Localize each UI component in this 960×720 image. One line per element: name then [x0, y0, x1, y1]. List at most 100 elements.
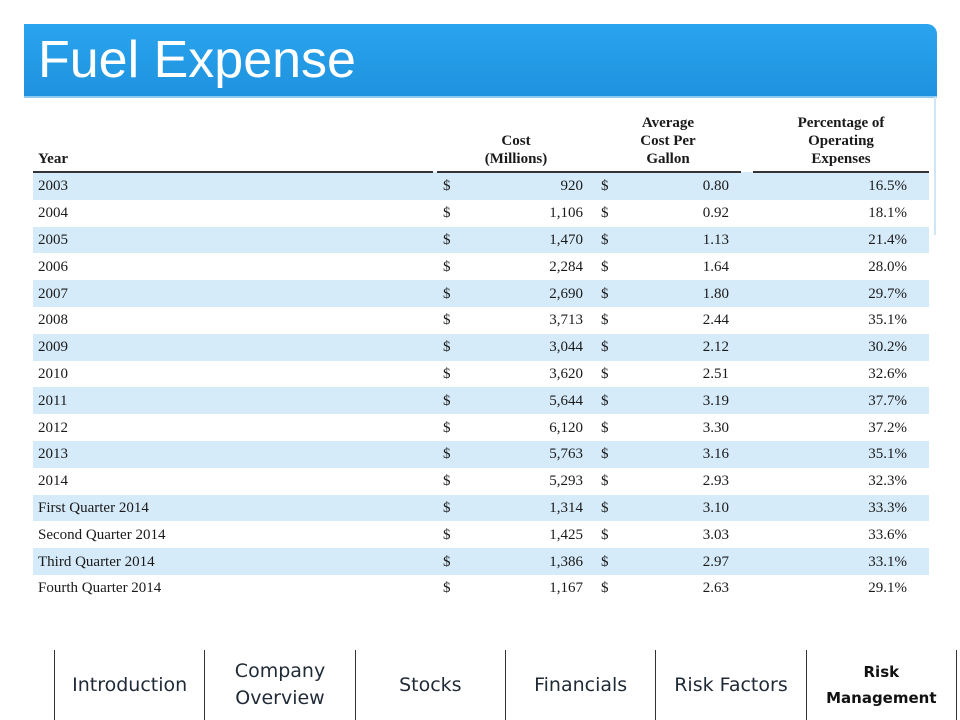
cell-gap [433, 199, 437, 227]
cell-pct: 37.2% [753, 414, 929, 441]
cell-avg-cost: 3.03 [625, 521, 741, 549]
nav-tab-financials[interactable]: Financials [506, 650, 657, 720]
cell-gap [433, 333, 437, 361]
cell-year: 2014 [33, 467, 433, 495]
table-row: 2013 $5,763 $3.16 35.1% [33, 440, 929, 468]
cell-currency: $ [437, 306, 461, 334]
table-header-row: Year Cost (Millions) Average Cost Per Ga… [33, 104, 929, 173]
nav-tab-company-overview[interactable]: Company Overview [205, 650, 356, 720]
cell-avg-cost: 3.16 [625, 440, 741, 468]
cell-avg-cost: 2.12 [625, 333, 741, 361]
cell-currency: $ [437, 333, 461, 361]
cell-avg-cost: 2.93 [625, 467, 741, 495]
cell-avg-cost: 3.30 [625, 414, 741, 441]
cell-gap [433, 494, 437, 522]
cell-currency: $ [595, 574, 625, 602]
cell-pct: 29.7% [753, 280, 929, 307]
cell-gap [433, 226, 437, 254]
table-row: 2008 $3,713 $2.44 35.1% [33, 306, 929, 334]
table-row: 2014 $5,293 $2.93 32.3% [33, 467, 929, 495]
cell-cost: 5,293 [461, 467, 595, 495]
cell-avg-cost: 0.92 [625, 199, 741, 227]
cell-currency: $ [595, 414, 625, 441]
cell-cost: 5,644 [461, 387, 595, 415]
table-row: 2003 $920 $0.80 16.5% [33, 172, 929, 200]
cell-gap [433, 548, 437, 575]
cell-gap [741, 414, 753, 441]
cell-gap [433, 414, 437, 441]
cell-pct: 33.1% [753, 548, 929, 575]
table-row: Fourth Quarter 2014 $1,167 $2.63 29.1% [33, 574, 929, 602]
cell-cost: 1,470 [461, 226, 595, 254]
cell-pct: 21.4% [753, 226, 929, 254]
cell-gap [741, 440, 753, 468]
cell-currency: $ [595, 521, 625, 549]
cell-year: 2005 [33, 226, 433, 254]
table-row: Second Quarter 2014 $1,425 $3.03 33.6% [33, 521, 929, 549]
title-bar: Fuel Expense [24, 24, 937, 97]
cell-currency: $ [595, 387, 625, 415]
cell-year: 2010 [33, 360, 433, 388]
cell-avg-cost: 0.80 [625, 172, 741, 200]
cell-pct: 18.1% [753, 199, 929, 227]
cell-year: 2007 [33, 280, 433, 307]
cell-year: 2006 [33, 253, 433, 281]
cell-cost: 6,120 [461, 414, 595, 441]
cell-year: Third Quarter 2014 [33, 548, 433, 575]
header-cost: Cost (Millions) [437, 104, 595, 173]
cell-pct: 32.3% [753, 467, 929, 495]
cell-pct: 29.1% [753, 574, 929, 602]
cell-cost: 1,167 [461, 574, 595, 602]
cell-avg-cost: 2.97 [625, 548, 741, 575]
cell-pct: 37.7% [753, 387, 929, 415]
cell-gap [433, 253, 437, 281]
table-row: 2012 $6,120 $3.30 37.2% [33, 414, 929, 441]
nav-tab-stocks[interactable]: Stocks [356, 650, 506, 720]
nav-tab-risk-factors[interactable]: Risk Factors [656, 650, 807, 720]
header-gap [741, 104, 753, 172]
cell-gap [741, 253, 753, 281]
cell-cost: 3,713 [461, 306, 595, 334]
cell-gap [741, 467, 753, 495]
cell-currency: $ [437, 548, 461, 575]
cell-currency: $ [437, 280, 461, 307]
cell-year: 2003 [33, 172, 433, 200]
table-row: 2011 $5,644 $3.19 37.7% [33, 387, 929, 415]
cell-cost: 5,763 [461, 440, 595, 468]
table-row: 2005 $1,470 $1.13 21.4% [33, 226, 929, 254]
cell-pct: 35.1% [753, 440, 929, 468]
cell-gap [741, 387, 753, 415]
cell-gap [741, 226, 753, 254]
table-row: 2010 $3,620 $2.51 32.6% [33, 360, 929, 388]
table-body: 2003 $920 $0.80 16.5% 2004 $1,106 $0.92 18.1% 20… [33, 172, 929, 602]
cell-gap [741, 306, 753, 334]
table-row: 2007 $2,690 $1.80 29.7% [33, 280, 929, 307]
cell-currency: $ [437, 387, 461, 415]
cell-avg-cost: 2.51 [625, 360, 741, 388]
cell-gap [433, 360, 437, 388]
table-row: 2009 $3,044 $2.12 30.2% [33, 333, 929, 361]
header-year: Year [33, 104, 433, 173]
cell-currency: $ [437, 199, 461, 227]
cell-gap [433, 574, 437, 602]
cell-year: 2004 [33, 199, 433, 227]
cell-year: 2009 [33, 333, 433, 361]
cell-avg-cost: 1.64 [625, 253, 741, 281]
nav-tab-risk-management[interactable]: Risk Management [807, 650, 957, 720]
cell-gap [433, 280, 437, 307]
cell-year: Fourth Quarter 2014 [33, 574, 433, 602]
title-underline [24, 96, 937, 98]
cell-currency: $ [595, 253, 625, 281]
cell-year: 2012 [33, 414, 433, 441]
fuel-expense-table: Year Cost (Millions) Average Cost Per Ga… [33, 104, 929, 602]
cell-avg-cost: 1.80 [625, 280, 741, 307]
cell-pct: 33.6% [753, 521, 929, 549]
cell-gap [433, 467, 437, 495]
nav-tab-introduction[interactable]: Introduction [55, 650, 206, 720]
bottom-nav: Introduction Company Overview Stocks Financ… [54, 650, 957, 720]
cell-year: 2013 [33, 440, 433, 468]
cell-currency: $ [437, 360, 461, 388]
cell-currency: $ [437, 414, 461, 441]
cell-currency: $ [437, 253, 461, 281]
cell-currency: $ [595, 440, 625, 468]
